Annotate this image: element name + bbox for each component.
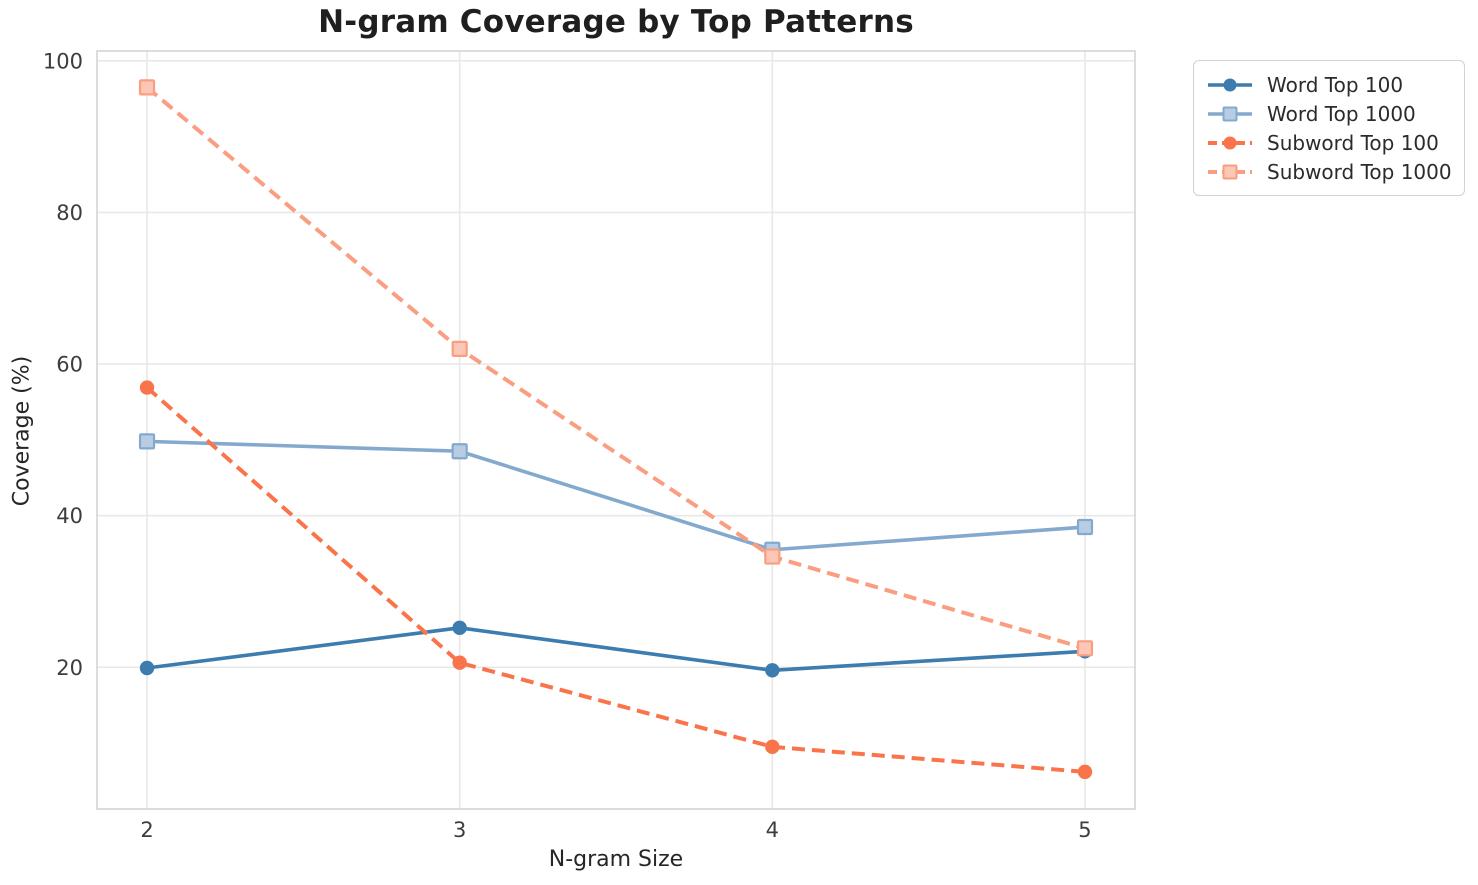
y-tick-label: 60 xyxy=(56,353,83,377)
y-tick-label: 80 xyxy=(56,201,83,225)
legend-label: Subword Top 1000 xyxy=(1267,159,1452,184)
legend-label: Word Top 100 xyxy=(1267,72,1404,97)
data-point-circle xyxy=(1077,764,1093,780)
data-point-square xyxy=(451,340,468,357)
data-point-circle xyxy=(452,655,467,670)
y-tick-label: 20 xyxy=(56,656,83,680)
legend-item-subword-top-100: Subword Top 100 xyxy=(1206,128,1452,157)
legend-item-word-top-1000: Word Top 1000 xyxy=(1206,99,1452,128)
series-line xyxy=(145,386,1086,774)
legend-label: Subword Top 100 xyxy=(1267,130,1439,155)
legend-line-marker-icon xyxy=(1208,136,1252,149)
x-tick-label: 2 xyxy=(140,818,153,842)
x-axis-label: N-gram Size xyxy=(548,847,684,872)
y-tick-label: 40 xyxy=(56,504,83,528)
data-point-square xyxy=(451,443,468,460)
x-tick-label: 4 xyxy=(766,818,779,842)
legend-line-marker-icon xyxy=(1208,164,1252,179)
legend-label: Word Top 1000 xyxy=(1267,101,1416,126)
series-line xyxy=(145,85,1086,651)
chart-title: N-gram Coverage by Top Patterns xyxy=(318,4,914,40)
legend: Word Top 100 Word Top 1000 Subword Top 1… xyxy=(1193,60,1465,196)
series-line xyxy=(145,439,1087,552)
data-point-square xyxy=(138,79,156,96)
y-tick-label: 100 xyxy=(43,49,83,73)
data-point-circle xyxy=(765,739,780,755)
series-line xyxy=(145,626,1087,673)
legend-item-subword-top-1000: Subword Top 1000 xyxy=(1206,157,1452,186)
data-point-square xyxy=(764,548,781,565)
data-point-circle xyxy=(765,663,780,678)
legend-item-word-top-100: Word Top 100 xyxy=(1206,70,1452,99)
legend-line-marker-icon xyxy=(1208,106,1252,121)
data-point-circle xyxy=(452,620,467,636)
data-point-circle xyxy=(139,660,155,676)
y-axis-label: Coverage (%) xyxy=(9,355,35,507)
data-point-square xyxy=(1076,518,1094,536)
legend-line-marker-icon xyxy=(1208,78,1252,91)
x-tick-label: 5 xyxy=(1078,818,1091,842)
data-point-square xyxy=(138,433,156,450)
data-point-circle xyxy=(139,380,155,395)
data-point-square xyxy=(1076,640,1094,657)
x-tick-label: 3 xyxy=(453,818,466,842)
plot-border xyxy=(96,50,1136,810)
